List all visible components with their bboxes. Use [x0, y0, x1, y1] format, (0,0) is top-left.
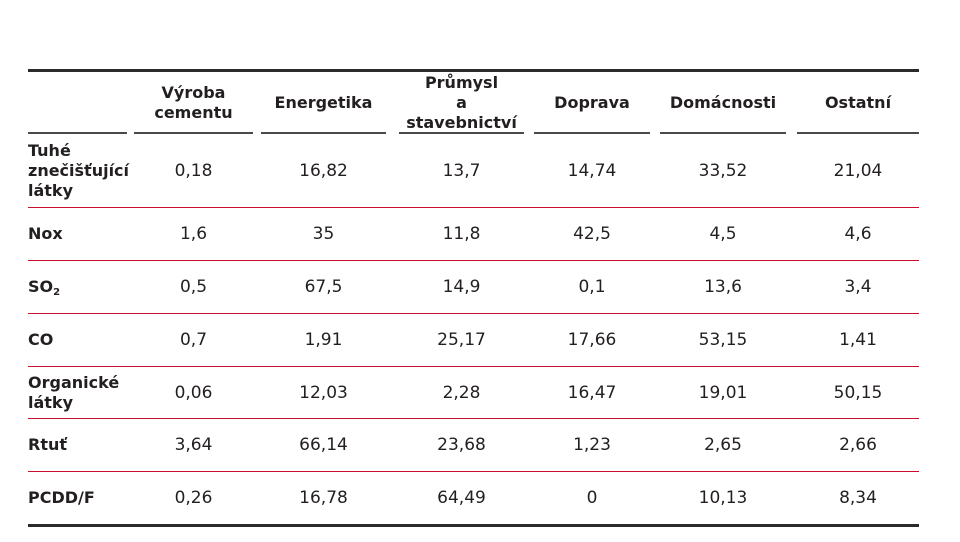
- table-cell: 11,8: [442, 224, 481, 244]
- table-top-rule: [28, 69, 919, 72]
- row-label: Organické látky: [28, 372, 120, 412]
- table-cell: 64,49: [437, 488, 486, 508]
- header-cell-households: Domácnosti: [660, 72, 786, 134]
- table-row-particulates: Tuhé znečišťující látky 0,18 16,82 13,7 …: [28, 134, 919, 208]
- table-cell: 12,03: [299, 382, 348, 403]
- row-label-text: SO: [28, 277, 54, 296]
- table-cell: 0,7: [179, 330, 208, 350]
- table-cell: 1,23: [573, 435, 611, 455]
- table-cell: 19,01: [698, 382, 748, 403]
- table-cell: 0,5: [179, 277, 208, 297]
- header-cell-energy: Energetika: [261, 72, 386, 134]
- header-cell-other: Ostatní: [797, 72, 919, 134]
- table-cell: 2,28: [442, 382, 481, 403]
- table-cell: 3,4: [844, 277, 872, 297]
- table-cell: 33,52: [698, 160, 748, 181]
- table-row-pcdd: PCDD/F 0,26 16,78 64,49 0 10,13 8,34: [28, 472, 919, 524]
- row-label: Tuhé znečišťující látky: [28, 140, 130, 200]
- table-cell: 0,18: [174, 160, 213, 181]
- table-row-nox: Nox 1,6 35 11,8 42,5 4,5 4,6: [28, 208, 919, 261]
- table-cell: 8,34: [839, 488, 877, 508]
- table-cell: 66,14: [299, 435, 348, 455]
- header-cell-empty: [28, 72, 127, 134]
- table-cell: 16,47: [567, 382, 617, 403]
- header-cell-transport: Doprava: [534, 72, 650, 134]
- table-cell: 1,41: [839, 330, 877, 350]
- table-row-so2: SO2 0,5 67,5 14,9 0,1 13,6 3,4: [28, 261, 919, 314]
- table-cell: 0,1: [578, 277, 606, 297]
- table-cell: 0,06: [174, 382, 213, 403]
- table-row-mercury: Rtuť 3,64 66,14 23,68 1,23 2,65 2,66: [28, 419, 919, 472]
- row-label: Nox: [28, 224, 63, 243]
- table-cell: 4,5: [709, 224, 737, 244]
- table-cell: 10,13: [698, 488, 748, 508]
- table-cell: 1,91: [304, 330, 343, 350]
- table-cell: 21,04: [833, 160, 883, 181]
- emissions-table: Výroba cementu Energetika Průmysl a stav…: [28, 69, 919, 527]
- table-cell: 53,15: [698, 330, 748, 350]
- table-cell: 14,74: [567, 160, 617, 181]
- table-row-co: CO 0,7 1,91 25,17 17,66 53,15 1,41: [28, 314, 919, 367]
- table-cell: 16,82: [299, 160, 348, 181]
- table-cell: 0,26: [174, 488, 213, 508]
- table-cell: 16,78: [299, 488, 348, 508]
- table-cell: 2,66: [839, 435, 877, 455]
- table-cell: 4,6: [844, 224, 872, 244]
- table-cell: 25,17: [437, 330, 486, 350]
- header-cell-cement: Výroba cementu: [134, 72, 253, 134]
- table-cell: 3,64: [174, 435, 213, 455]
- row-label: PCDD/F: [28, 488, 95, 507]
- table-row-organic: Organické látky 0,06 12,03 2,28 16,47 19…: [28, 367, 919, 419]
- table-cell: 2,65: [704, 435, 742, 455]
- table-cell: 67,5: [304, 277, 343, 297]
- table-cell: 13,6: [704, 277, 742, 297]
- table-cell: 1,6: [179, 224, 208, 244]
- table-cell: 42,5: [573, 224, 611, 244]
- row-label: Rtuť: [28, 435, 68, 454]
- table-cell: 0: [586, 488, 598, 508]
- row-label: CO: [28, 330, 54, 349]
- table-cell: 23,68: [437, 435, 486, 455]
- table-cell: 13,7: [442, 160, 481, 181]
- table-cell: 14,9: [442, 277, 481, 297]
- header-cell-industry: Průmysl a stavebnictví: [399, 72, 524, 134]
- table-cell: 50,15: [833, 382, 883, 403]
- row-label: SO2: [28, 277, 127, 298]
- table-bottom-rule: [28, 524, 919, 527]
- table-header-row: Výroba cementu Energetika Průmysl a stav…: [28, 72, 919, 134]
- table-cell: 17,66: [567, 330, 617, 350]
- row-label-subscript: 2: [53, 287, 61, 298]
- table-cell: 35: [312, 224, 335, 244]
